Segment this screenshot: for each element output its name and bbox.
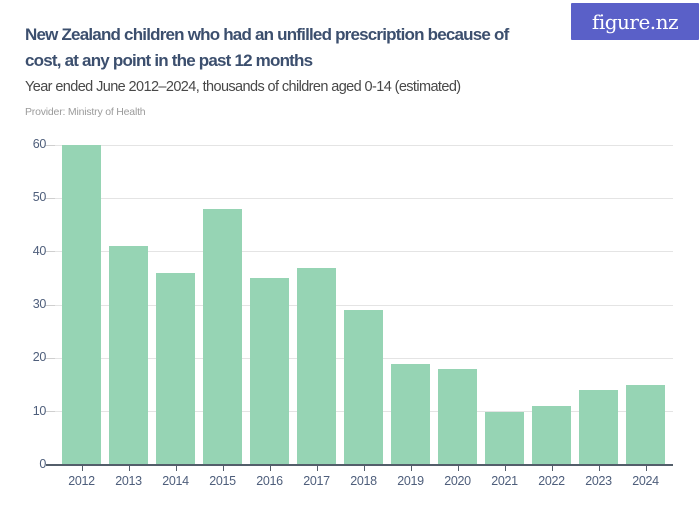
- bar-2016[interactable]: [250, 278, 289, 465]
- provider-label: Provider: Ministry of Health: [25, 106, 146, 118]
- bar-2015[interactable]: [203, 209, 242, 465]
- bar-2014[interactable]: [156, 273, 195, 465]
- x-axis-label-2014: 2014: [162, 474, 189, 488]
- bar-2013[interactable]: [109, 246, 148, 465]
- gridline-y-60: [55, 144, 673, 146]
- figurenz-logo[interactable]: figure.nz: [571, 3, 699, 40]
- y-tick-stub-60: [45, 144, 55, 146]
- x-tick-2016: [269, 466, 271, 471]
- x-tick-2013: [128, 466, 130, 471]
- title-line-2: cost, at any point in the past 12 months: [25, 51, 313, 70]
- bar-2012[interactable]: [62, 145, 101, 465]
- bar-2023[interactable]: [579, 390, 618, 465]
- x-tick-2015: [222, 466, 224, 471]
- x-axis-label-2012: 2012: [68, 474, 95, 488]
- bar-2020[interactable]: [438, 369, 477, 465]
- x-axis-label-2023: 2023: [585, 474, 612, 488]
- x-axis-label-2017: 2017: [303, 474, 330, 488]
- x-axis-label-2018: 2018: [350, 474, 377, 488]
- y-axis-label-40: 40: [32, 243, 47, 258]
- x-tick-2017: [316, 466, 318, 471]
- bar-2017[interactable]: [297, 267, 336, 465]
- x-axis-label-2024: 2024: [632, 474, 659, 488]
- x-tick-2021: [504, 466, 506, 471]
- gridline-y-50: [55, 197, 673, 199]
- gridline-y-30: [55, 304, 673, 306]
- x-axis-label-2022: 2022: [538, 474, 565, 488]
- x-tick-2022: [551, 466, 553, 471]
- bar-2024[interactable]: [626, 385, 665, 465]
- x-tick-2024: [645, 466, 647, 471]
- x-axis-label-2020: 2020: [444, 474, 471, 488]
- bar-2018[interactable]: [344, 310, 383, 465]
- x-axis-label-2013: 2013: [115, 474, 142, 488]
- y-tick-stub-30: [45, 304, 55, 306]
- y-tick-stub-10: [45, 411, 55, 413]
- y-axis-label-0: 0: [39, 457, 46, 471]
- x-tick-2018: [363, 466, 365, 471]
- chart-subtitle: Year ended June 2012–2024, thousands of …: [25, 79, 461, 95]
- bar-2019[interactable]: [391, 363, 430, 465]
- x-axis-label-2015: 2015: [209, 474, 236, 488]
- x-tick-2012: [81, 466, 83, 471]
- x-axis-label-2016: 2016: [256, 474, 283, 488]
- bar-2022[interactable]: [532, 406, 571, 465]
- title-line-1: New Zealand children who had an unfilled…: [25, 25, 509, 44]
- x-tick-2020: [457, 466, 459, 471]
- x-axis-line: [46, 464, 673, 466]
- bar-2021[interactable]: [485, 411, 524, 465]
- y-axis-label-50: 50: [32, 190, 47, 205]
- y-tick-stub-40: [45, 251, 55, 253]
- x-axis-label-2019: 2019: [397, 474, 424, 488]
- y-axis-label-30: 30: [32, 297, 47, 311]
- x-tick-2019: [410, 466, 412, 471]
- y-axis-label-60: 60: [32, 137, 47, 151]
- gridline-y-40: [55, 251, 673, 253]
- x-axis-label-2021: 2021: [491, 474, 518, 488]
- x-tick-2014: [175, 466, 177, 471]
- x-tick-2023: [598, 466, 600, 471]
- figurenz-logo-text: figure.nz: [591, 9, 679, 34]
- y-tick-stub-20: [45, 357, 55, 359]
- page-title: New Zealand children who had an unfilled…: [25, 22, 625, 74]
- y-axis-label-20: 20: [32, 350, 47, 365]
- y-axis-label-10: 10: [32, 403, 47, 418]
- y-tick-stub-50: [45, 197, 55, 199]
